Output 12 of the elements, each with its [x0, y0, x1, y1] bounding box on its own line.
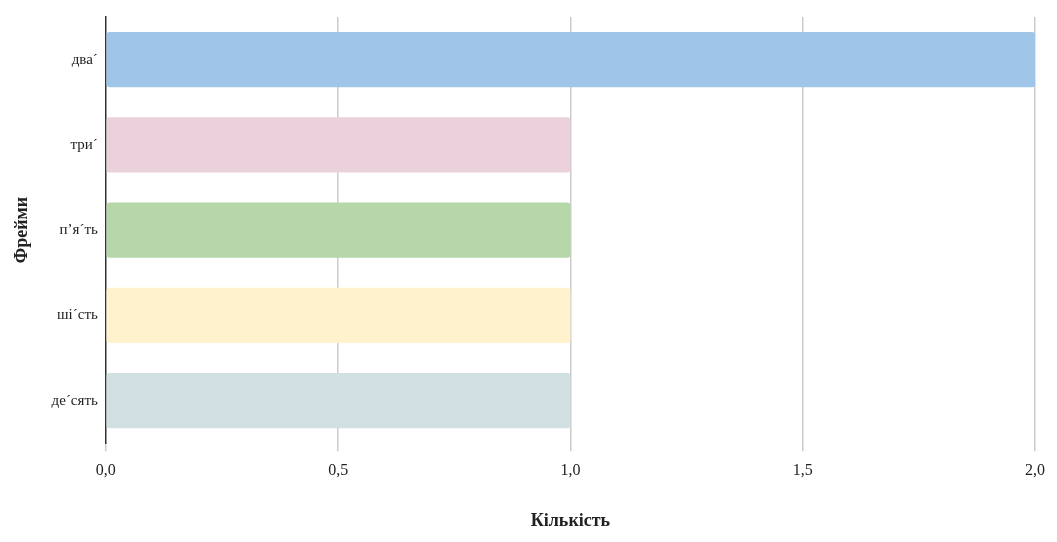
y-tick-label: п’я´ть	[59, 221, 98, 238]
y-axis-title: Фрейми	[11, 196, 32, 264]
y-tick-label: три´	[70, 135, 98, 152]
x-tick-label: 0,0	[95, 461, 116, 478]
x-tick-label: 1,0	[560, 461, 581, 478]
y-tick-label: два´	[71, 50, 98, 67]
y-tick-label: де´сять	[51, 391, 98, 408]
x-tick-label: 1,5	[792, 461, 813, 478]
y-tick-label: ші´сть	[57, 306, 98, 323]
x-tick-label: 2,0	[1025, 461, 1045, 478]
x-axis-title: Кількість	[530, 509, 611, 530]
x-tick-label: 0,5	[328, 461, 349, 478]
